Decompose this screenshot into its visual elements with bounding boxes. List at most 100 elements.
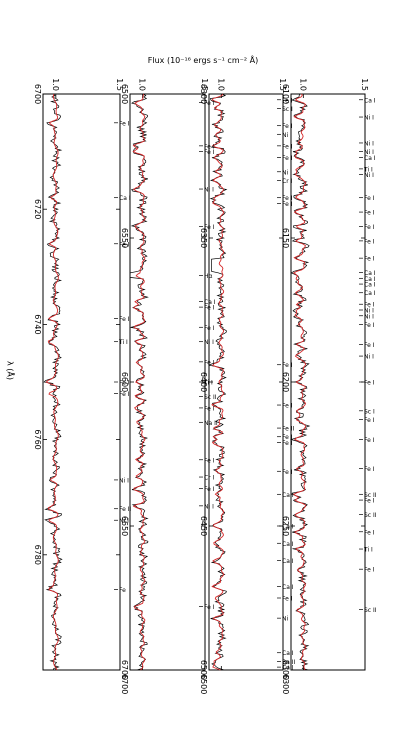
line-id-label: Ni I [364, 115, 374, 122]
line-id-label: Fe I [364, 210, 375, 217]
wavelength-tick-label: 6700 [120, 660, 129, 680]
line-id-label: Fe I [282, 440, 293, 447]
line-id-label: Ca I [364, 290, 376, 297]
wavelength-tick-label: 6760 [33, 429, 42, 449]
line-id-label: Fe I [204, 100, 215, 107]
line-id-label: Ca I [119, 195, 131, 202]
wavelength-tick-label: 6600 [120, 372, 129, 392]
line-id-label: Ni I [364, 308, 374, 315]
line-id-label: Fe [119, 587, 126, 594]
line-id-label: Fe I [282, 123, 293, 130]
wavelength-tick-label: 6500 [199, 674, 208, 694]
line-id-label: Sc I [364, 408, 375, 415]
line-id-label: Na II [204, 420, 218, 427]
line-id-label: Fe I [119, 241, 130, 248]
line-id-label: Ca I [364, 155, 376, 162]
panel-frame [42, 93, 121, 671]
line-id-label: Ca I [282, 492, 294, 499]
line-id-label: Fe I [204, 325, 215, 332]
line-id-label: Fe I [204, 604, 215, 611]
line-id-label: Sc I [282, 106, 293, 113]
line-id-label: Ca I [282, 584, 294, 591]
line-id-label: Fe I [282, 469, 293, 476]
line-id-label: Fe I [364, 195, 375, 202]
line-id-label: Fe I [364, 380, 375, 387]
flux-tick-label: 1.0 [216, 78, 225, 91]
line-id-label: Sc II [204, 394, 217, 401]
flux-tick-label: 1.0 [51, 78, 60, 91]
line-id-label: Fe I [364, 437, 375, 444]
line-id-label: Ca I [364, 276, 376, 283]
line-id-label: Sc II [364, 492, 377, 499]
line-id-label: Fe I [204, 305, 215, 312]
observed-spectrum [290, 93, 311, 671]
observed-spectrum [43, 93, 63, 671]
line-id-label: Fe I [364, 529, 375, 536]
line-id-label: Fe I [119, 316, 130, 323]
line-id-label: Ca I [282, 541, 294, 548]
model-spectrum [45, 93, 59, 671]
line-id-label: Fe I [282, 403, 293, 410]
line-id-label: Fe I [364, 238, 375, 245]
model-spectrum [211, 93, 225, 671]
line-id-label: Fe I [282, 201, 293, 208]
panel-frame [208, 93, 284, 671]
line-id-label: Ni I [282, 132, 292, 139]
line-id-label: Fe I [282, 434, 293, 441]
wavelength-tick-label: 6650 [120, 516, 129, 536]
model-spectrum [292, 93, 307, 671]
wavelength-tick-label: 6500 [120, 84, 129, 104]
line-id-label: Ca I [282, 665, 294, 672]
line-id-label: Fe I [282, 362, 293, 369]
line-id-label: Fe I [364, 466, 375, 473]
line-id-label: Ca I [282, 650, 294, 657]
wavelength-tick-label: 6550 [120, 228, 129, 248]
line-id-label: Ni I [204, 187, 214, 194]
line-id-label: Ti I [118, 339, 128, 346]
line-id-label: Fe I [119, 120, 130, 127]
line-id-label: Fe I [204, 224, 215, 231]
line-id-label: Ni I [364, 149, 374, 156]
line-id-label: Cr I [204, 475, 215, 482]
line-id-label: Fe I [204, 149, 215, 156]
wavelength-tick-label: 6300 [281, 674, 290, 694]
line-id-label: Ni I [119, 477, 129, 484]
wavelength-tick-label: 6100 [281, 84, 290, 104]
line-id-label: Fe I [282, 97, 293, 104]
line-id-label: Ba II [282, 659, 295, 666]
line-id-label: Fe I [364, 322, 375, 329]
line-id-label: Fe I [204, 143, 215, 150]
line-id-label: Fe I [364, 567, 375, 574]
line-id-label: Cr I [282, 178, 293, 185]
line-id-label: Sc II [364, 512, 377, 519]
flux-tick-label: 1.5 [200, 78, 209, 91]
line-id-label: Ca I [364, 282, 376, 289]
flux-tick-label: 1.5 [278, 78, 287, 91]
line-id-label: Fe I [119, 380, 130, 387]
flux-axis-label: Flux (10⁻¹⁶ ergs s⁻¹ cm⁻² Å) [147, 56, 259, 65]
line-id-label: Fe II [119, 506, 131, 513]
flux-tick-label: 1.5 [360, 78, 369, 91]
line-id-label: Ni I [282, 169, 292, 176]
line-id-label: Ti I [203, 380, 213, 387]
wavelength-tick-label: 6720 [33, 199, 42, 219]
line-id-label: Fe II [282, 426, 294, 433]
line-id-label: Fe I [364, 498, 375, 505]
line-id-label: Ni I [204, 339, 214, 346]
line-id-label: Fe I [364, 417, 375, 424]
wavelength-tick-label: 6780 [33, 545, 42, 565]
line-id-label: Fe I [282, 155, 293, 162]
wavelength-tick-label: 6200 [281, 372, 290, 392]
line-id-label: Ni I [204, 503, 214, 510]
wavelength-tick-label: 6250 [281, 516, 290, 536]
line-id-label: Ti I [363, 166, 373, 173]
line-id-label: Fe I [364, 224, 375, 231]
line-id-label: Sc II [364, 607, 377, 614]
line-id-label: Hα [204, 273, 213, 280]
line-id-label: Ca I [364, 270, 376, 277]
wavelength-tick-label: 6150 [281, 228, 290, 248]
line-id-label: Fe I [282, 143, 293, 150]
line-id-label: Ca I [282, 558, 294, 565]
